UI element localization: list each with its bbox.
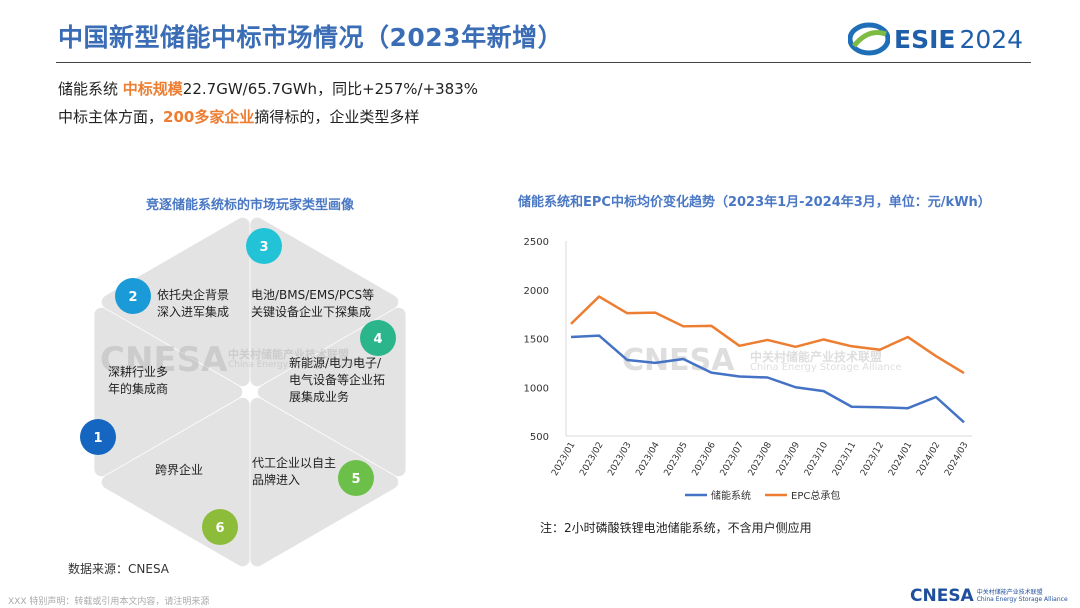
watermark-en: China Energy Storage Alliance <box>228 360 365 370</box>
player-type-label-line: 依托央企背景 <box>157 288 230 302</box>
hexagon-title: 竞逐储能系统标的市场玩家类型画像 <box>145 198 354 213</box>
hexagon-petal <box>94 307 243 477</box>
number-badge-circle <box>115 278 151 314</box>
player-type-label-line: 展集成业务 <box>289 390 350 404</box>
number-badge-circle <box>360 320 396 356</box>
cnesa-logo-text: CNESA <box>910 586 974 606</box>
x-tick-label: 2023/04 <box>634 440 661 478</box>
x-tick-label: 2023/01 <box>550 441 577 478</box>
x-tick-label: 2023/08 <box>747 440 774 478</box>
summary-highlight: 200多家企业 <box>163 108 255 126</box>
number-badge-label: 1 <box>93 431 102 446</box>
number-badge-circle <box>80 419 116 455</box>
player-type-label-line: 电气设备等企业拓 <box>289 373 386 387</box>
x-tick-label: 2023/03 <box>606 441 633 478</box>
number-badge-label: 5 <box>351 472 360 487</box>
hexagon-petal <box>257 307 406 477</box>
player-type-label: 新能源/电力电子/电气设备等企业拓 展集成业务 <box>289 355 385 406</box>
x-tick-label: 2023/06 <box>691 440 718 478</box>
chart-watermark-cn: 中关村储能产业技术联盟 <box>750 350 883 364</box>
player-type-label-line: 跨界企业 <box>155 463 204 477</box>
number-badge-label: 2 <box>128 290 137 305</box>
x-tick-label: 2023/07 <box>719 441 746 478</box>
x-tick-label: 2023/12 <box>859 441 886 478</box>
player-type-label-line: 新能源/电力电子/ <box>289 356 382 370</box>
esie-logo-text: ESIE <box>894 24 956 54</box>
chart-watermark-en: China Energy Storage Alliance <box>750 362 902 373</box>
y-tick-label: 1000 <box>524 383 549 394</box>
player-type-label-line: 深入进军集成 <box>157 305 230 319</box>
y-tick-label: 2000 <box>524 286 549 297</box>
hexagon-petal <box>250 217 399 387</box>
watermark-brand: CNESA <box>100 340 228 380</box>
hexagon-petal <box>101 217 250 387</box>
summary-line-1: 储能系统 中标规模22.7GW/65.7GWh，同比+257%/+383% <box>58 78 478 99</box>
player-type-label: 深耕行业多年的集成商 <box>108 364 168 398</box>
player-type-label-line: 电池/BMS/EMS/PCS等 <box>251 288 375 302</box>
summary-line-2: 中标主体方面，200多家企业摘得标的，企业类型多样 <box>58 106 419 127</box>
player-type-label-line: 深耕行业多 <box>108 365 169 379</box>
watermark-cn: 中关村储能产业技术联盟 <box>228 348 349 361</box>
price-trend-line-chart: 500 1000 1500 2000 2500 2023/01 2023/02 2023/03… <box>524 237 972 502</box>
player-type-label: 依托央企背景 深入进军集成 <box>157 287 229 321</box>
player-type-label-line: 代工企业以自主 <box>252 456 337 470</box>
x-tick-label: 2023/11 <box>831 441 858 478</box>
x-tick-label: 2023/02 <box>578 441 605 478</box>
page-title: 中国新型储能中标市场情况（2023年新增） <box>58 23 564 52</box>
x-tick-label: 2024/03 <box>943 441 970 478</box>
number-badge-circle <box>338 460 374 496</box>
legend-label: 储能系统 <box>711 489 751 502</box>
player-type-label-line: 品牌进入 <box>252 473 301 487</box>
summary-text: 中标主体方面， <box>58 108 164 126</box>
header-divider <box>56 62 1031 63</box>
number-badge-label: 3 <box>259 240 268 255</box>
esie-logo-year: 2024 <box>959 24 1024 54</box>
number-badge-circle <box>246 228 282 264</box>
disclaimer: XXX 特别声明：转载或引用本文内容，请注明来源 <box>8 597 210 607</box>
esie-swirl-icon <box>848 22 890 56</box>
cnesa-logo-en: China Energy Storage Alliance <box>976 596 1068 603</box>
summary-highlight: 中标规模 <box>122 80 183 98</box>
series-line-1 <box>570 334 965 424</box>
hexagon-petal <box>250 397 399 567</box>
player-type-label: 跨界企业 <box>155 462 203 479</box>
x-tick-label: 2024/02 <box>915 441 942 478</box>
player-type-label: 电池/BMS/EMS/PCS等 关键设备企业下探集成 <box>251 287 374 321</box>
legend-label: EPC总承包 <box>791 489 840 502</box>
x-tick-label: 2023/10 <box>803 440 830 478</box>
x-tick-label: 2024/01 <box>887 441 914 478</box>
number-badge-label: 6 <box>215 521 224 536</box>
number-badge-label: 4 <box>373 332 382 347</box>
cnesa-logo-subtext: 中关村储能产业技术联盟 China Energy Storage Alliance <box>977 589 1068 603</box>
player-type-hexagon: 1 2 3 4 5 6 CNESA 中关村储能产业技术联盟 China Energy St… <box>0 0 520 608</box>
summary-text: 储能系统 <box>58 80 123 98</box>
y-tick-label: 500 <box>530 432 549 443</box>
chart-title: 储能系统和EPC中标均价变化趋势（2023年1月-2024年3月，单位：元/kW… <box>518 195 991 210</box>
number-badge-circle <box>202 509 238 545</box>
y-tick-label: 1500 <box>524 335 549 346</box>
x-tick-label: 2023/09 <box>775 440 802 478</box>
summary-text: 摘得标的，企业类型多样 <box>254 108 420 126</box>
series-line-2 <box>570 295 965 375</box>
esie-logo: ESIE 2024 <box>848 22 1023 56</box>
player-type-label-line: 年的集成商 <box>108 382 169 396</box>
y-tick-label: 2500 <box>524 237 549 248</box>
summary-text: 22.7GW/65.7GWh，同比+257%/+383% <box>182 80 479 98</box>
x-tick-label: 2023/05 <box>663 441 690 478</box>
data-source: 数据来源：CNESA <box>68 562 169 576</box>
chart-footnote: 注：2小时磷酸铁锂电池储能系统，不含用户侧应用 <box>540 521 812 535</box>
player-type-label-line: 关键设备企业下探集成 <box>251 305 372 319</box>
cnesa-logo-cn: 中关村储能产业技术联盟 <box>976 589 1043 596</box>
cnesa-logo: CNESA 中关村储能产业技术联盟 China Energy Storage Al… <box>910 586 1068 606</box>
player-type-label: 代工企业以自主 品牌进入 <box>252 455 336 489</box>
